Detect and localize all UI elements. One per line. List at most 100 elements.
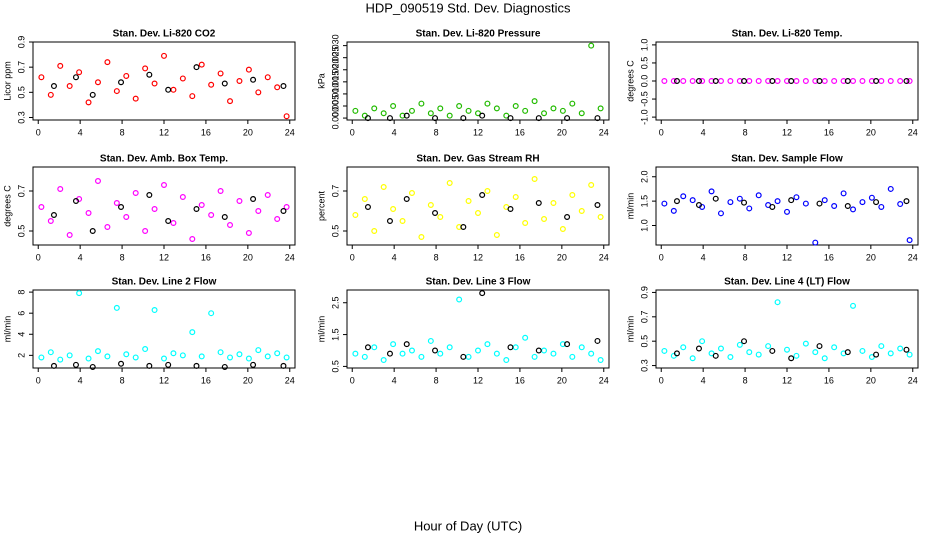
y-tick-label: 2.5	[330, 296, 340, 309]
x-tick-label: 24	[908, 127, 918, 137]
data-point	[418, 353, 425, 360]
data-point	[146, 192, 153, 199]
data-point	[390, 341, 397, 348]
x-tick-label: 12	[782, 252, 792, 262]
data-point	[479, 112, 486, 119]
x-tick-label: 0	[659, 127, 664, 137]
data-point	[170, 86, 177, 93]
data-point	[208, 310, 215, 317]
data-point	[569, 192, 576, 199]
data-point	[161, 52, 168, 59]
y-axis-label: degrees C	[625, 60, 635, 102]
data-point	[390, 206, 397, 213]
data-point	[386, 218, 393, 225]
data-point	[736, 195, 743, 202]
data-point	[484, 100, 491, 107]
data-point	[57, 62, 64, 69]
data-point	[788, 197, 795, 204]
data-point	[831, 77, 838, 84]
data-point	[736, 341, 743, 348]
data-point	[47, 349, 54, 356]
data-point	[699, 77, 706, 84]
data-point	[755, 77, 762, 84]
data-point	[208, 212, 215, 219]
data-point	[661, 200, 668, 207]
x-tick-label: 8	[434, 127, 439, 137]
data-point	[274, 84, 281, 91]
y-tick-label: 0.7	[639, 311, 649, 324]
y-tick-label: 0.5	[639, 335, 649, 348]
y-tick-label: 0.005	[330, 95, 340, 118]
data-point	[850, 302, 857, 309]
data-point	[859, 347, 866, 354]
data-point	[578, 208, 585, 215]
data-point	[741, 199, 748, 206]
data-point	[227, 354, 234, 361]
data-point	[217, 70, 224, 77]
data-point	[859, 77, 866, 84]
data-point	[408, 347, 415, 354]
data-point	[831, 203, 838, 210]
data-point	[113, 200, 120, 207]
data-point	[673, 77, 680, 84]
y-tick-label: 0.000	[330, 107, 340, 130]
data-point	[897, 345, 904, 352]
y-tick-label: 0.9	[639, 286, 649, 299]
data-point	[479, 192, 486, 199]
panel-title: Stan. Dev. Li-820 CO2	[113, 29, 216, 40]
panel-title: Stan. Dev. Li-820 Pressure	[416, 29, 541, 40]
data-point	[371, 344, 378, 351]
data-point	[283, 354, 290, 361]
x-tick-label: 16	[201, 127, 211, 137]
data-point	[802, 77, 809, 84]
data-point	[689, 197, 696, 204]
data-point	[57, 356, 64, 363]
data-point	[352, 350, 359, 357]
data-point	[151, 80, 158, 87]
panel-title: Stan. Dev. Line 4 (LT) Flow	[724, 277, 850, 288]
data-point	[840, 77, 847, 84]
x-tick-label: 0	[36, 127, 41, 137]
data-point	[352, 212, 359, 219]
data-point	[821, 355, 828, 362]
data-point	[386, 350, 393, 357]
data-point	[793, 194, 800, 201]
data-point	[371, 228, 378, 235]
x-tick-label: 16	[824, 127, 834, 137]
x-tick-label: 0	[350, 375, 355, 385]
data-point	[217, 188, 224, 195]
data-point	[386, 115, 393, 122]
x-tick-label: 4	[392, 252, 397, 262]
data-point	[736, 77, 743, 84]
x-tick-label: 4	[392, 375, 397, 385]
data-point	[146, 71, 153, 78]
data-point	[165, 86, 172, 93]
data-point	[437, 350, 444, 357]
data-point	[50, 83, 57, 90]
data-point	[673, 198, 680, 205]
data-point	[437, 214, 444, 221]
x-tick-label: 24	[908, 252, 918, 262]
data-point	[47, 218, 54, 225]
data-point	[371, 105, 378, 112]
data-point	[897, 201, 904, 208]
data-point	[774, 77, 781, 84]
data-point	[47, 91, 54, 98]
data-point	[142, 346, 149, 353]
data-point	[802, 200, 809, 207]
data-point	[484, 341, 491, 348]
data-point	[151, 206, 158, 213]
panel-title: Stan. Dev. Line 2 Flow	[112, 277, 217, 288]
data-point	[844, 77, 851, 84]
data-point	[531, 98, 538, 105]
data-point	[774, 299, 781, 306]
x-tick-label: 4	[78, 375, 83, 385]
data-point	[89, 228, 96, 235]
data-point	[280, 83, 287, 90]
data-point	[227, 98, 234, 105]
data-point	[588, 182, 595, 189]
data-point	[89, 363, 96, 370]
data-point	[465, 353, 472, 360]
data-point	[708, 77, 715, 84]
data-point	[541, 347, 548, 354]
